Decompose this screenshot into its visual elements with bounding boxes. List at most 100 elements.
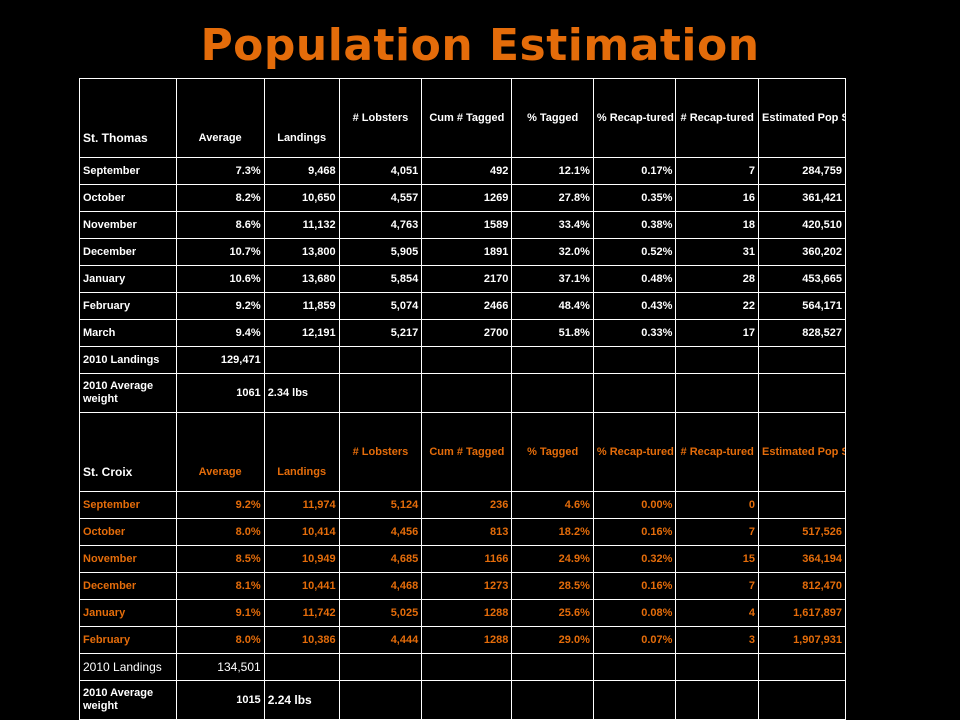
pct-recaptured-cell: 0.43% (592, 292, 677, 320)
empty-cell (511, 653, 594, 681)
pct-tagged-cell: 29.0% (511, 626, 594, 654)
landings-total: 134,501 (175, 653, 265, 681)
est-pop-cell: 564,171 (758, 292, 846, 320)
landings-cell: 13,800 (263, 238, 340, 266)
table-row: 2010 Average weight 1015 2.24 lbs (79, 680, 846, 720)
pct-tagged-cell: 12.1% (511, 157, 594, 185)
avg-weight-value: 1015 (175, 680, 265, 720)
est-pop-cell: 453,665 (758, 265, 846, 293)
num-recaptured-cell: 31 (675, 238, 759, 266)
avg-weight-label: 2010 Average weight (79, 373, 177, 413)
table-row: September 7.3% 9,468 4,051 492 12.1% 0.17% 7 284… (79, 157, 846, 185)
empty-cell (421, 346, 513, 374)
pct-tagged-cell: 33.4% (511, 211, 594, 239)
table-row: 2010 Average weight 1061 2.34 lbs (79, 373, 846, 413)
header-num-recaptured: # Recap-tured (675, 412, 759, 492)
est-pop-cell: 420,510 (758, 211, 846, 239)
header-pct-tagged: % Tagged (511, 78, 594, 158)
landings-label: 2010 Landings (79, 653, 177, 681)
month-cell: September (79, 157, 177, 185)
cum-tagged-cell: 1589 (421, 211, 513, 239)
empty-cell (338, 653, 423, 681)
cum-tagged-cell: 2466 (421, 292, 513, 320)
average-cell: 8.2% (175, 184, 265, 212)
month-cell: October (79, 518, 177, 546)
cum-tagged-cell: 1891 (421, 238, 513, 266)
average-cell: 8.5% (175, 545, 265, 573)
num-recaptured-cell: 22 (675, 292, 759, 320)
empty-cell (511, 346, 594, 374)
est-pop-cell: 284,759 (758, 157, 846, 185)
lobsters-cell: 5,905 (338, 238, 423, 266)
st-thomas-summary: 2010 Landings 129,471 2010 Average weigh… (79, 346, 846, 413)
num-recaptured-cell: 15 (675, 545, 759, 573)
month-cell: December (79, 238, 177, 266)
average-cell: 10.7% (175, 238, 265, 266)
header-est-pop: Estimated Pop Size (758, 412, 846, 492)
landings-cell: 10,949 (263, 545, 340, 573)
empty-cell (758, 373, 846, 413)
empty-cell (511, 373, 594, 413)
landings-cell: 10,441 (263, 572, 340, 600)
cum-tagged-cell: 236 (421, 491, 513, 519)
month-cell: January (79, 265, 177, 293)
landings-cell: 11,742 (263, 599, 340, 627)
landings-cell: 11,132 (263, 211, 340, 239)
cum-tagged-cell: 813 (421, 518, 513, 546)
average-cell: 9.1% (175, 599, 265, 627)
header-average: Average (175, 412, 265, 492)
landings-cell: 13,680 (263, 265, 340, 293)
pct-recaptured-cell: 0.38% (592, 211, 677, 239)
average-cell: 9.2% (175, 292, 265, 320)
pct-tagged-cell: 28.5% (511, 572, 594, 600)
pct-tagged-cell: 18.2% (511, 518, 594, 546)
empty-cell (675, 373, 759, 413)
empty-cell (421, 373, 513, 413)
cum-tagged-cell: 2700 (421, 319, 513, 347)
month-cell: November (79, 211, 177, 239)
lobsters-cell: 4,051 (338, 157, 423, 185)
est-pop-cell: 517,526 (758, 518, 846, 546)
header-pct-recaptured: % Recap-tured (592, 78, 677, 158)
average-cell: 8.1% (175, 572, 265, 600)
num-recaptured-cell: 18 (675, 211, 759, 239)
table-row: January 9.1% 11,742 5,025 1288 25.6% 0.08% 4 1,6… (79, 599, 846, 627)
empty-cell (758, 346, 846, 374)
pct-tagged-cell: 25.6% (511, 599, 594, 627)
empty-cell (592, 373, 677, 413)
est-pop-cell: 360,202 (758, 238, 846, 266)
num-recaptured-cell: 7 (675, 157, 759, 185)
pct-recaptured-cell: 0.32% (592, 545, 677, 573)
header-lobsters: # Lobsters (338, 412, 423, 492)
header-pct-tagged: % Tagged (511, 412, 594, 492)
header-cum-tagged: Cum # Tagged (421, 78, 513, 158)
est-pop-cell (758, 491, 846, 519)
cum-tagged-cell: 2170 (421, 265, 513, 293)
month-cell: October (79, 184, 177, 212)
table-row: February 8.0% 10,386 4,444 1288 29.0% 0.07% 3 1,… (79, 626, 846, 654)
landings-cell: 11,974 (263, 491, 340, 519)
population-table: St. Thomas Average Landings # Lobsters C… (79, 78, 846, 720)
average-cell: 8.6% (175, 211, 265, 239)
landings-total: 129,471 (175, 346, 265, 374)
cum-tagged-cell: 492 (421, 157, 513, 185)
month-cell: November (79, 545, 177, 573)
empty-cell (263, 653, 340, 681)
empty-cell (421, 680, 513, 720)
empty-cell (511, 680, 594, 720)
table-row: December 8.1% 10,441 4,468 1273 28.5% 0.16% 7 81… (79, 572, 846, 600)
lobsters-cell: 4,444 (338, 626, 423, 654)
table-row: October 8.0% 10,414 4,456 813 18.2% 0.16% 7 517,… (79, 518, 846, 546)
lobsters-cell: 5,124 (338, 491, 423, 519)
table-row: 2010 Landings 134,501 (79, 653, 846, 681)
lobsters-cell: 5,217 (338, 319, 423, 347)
empty-cell (263, 346, 340, 374)
st-thomas-header-row: St. Thomas Average Landings # Lobsters C… (79, 78, 846, 158)
est-pop-cell: 361,421 (758, 184, 846, 212)
month-cell: September (79, 491, 177, 519)
average-cell: 7.3% (175, 157, 265, 185)
st-croix-header-row: St. Croix Average Landings # Lobsters Cu… (79, 412, 846, 492)
landings-cell: 10,650 (263, 184, 340, 212)
empty-cell (592, 346, 677, 374)
landings-cell: 11,859 (263, 292, 340, 320)
